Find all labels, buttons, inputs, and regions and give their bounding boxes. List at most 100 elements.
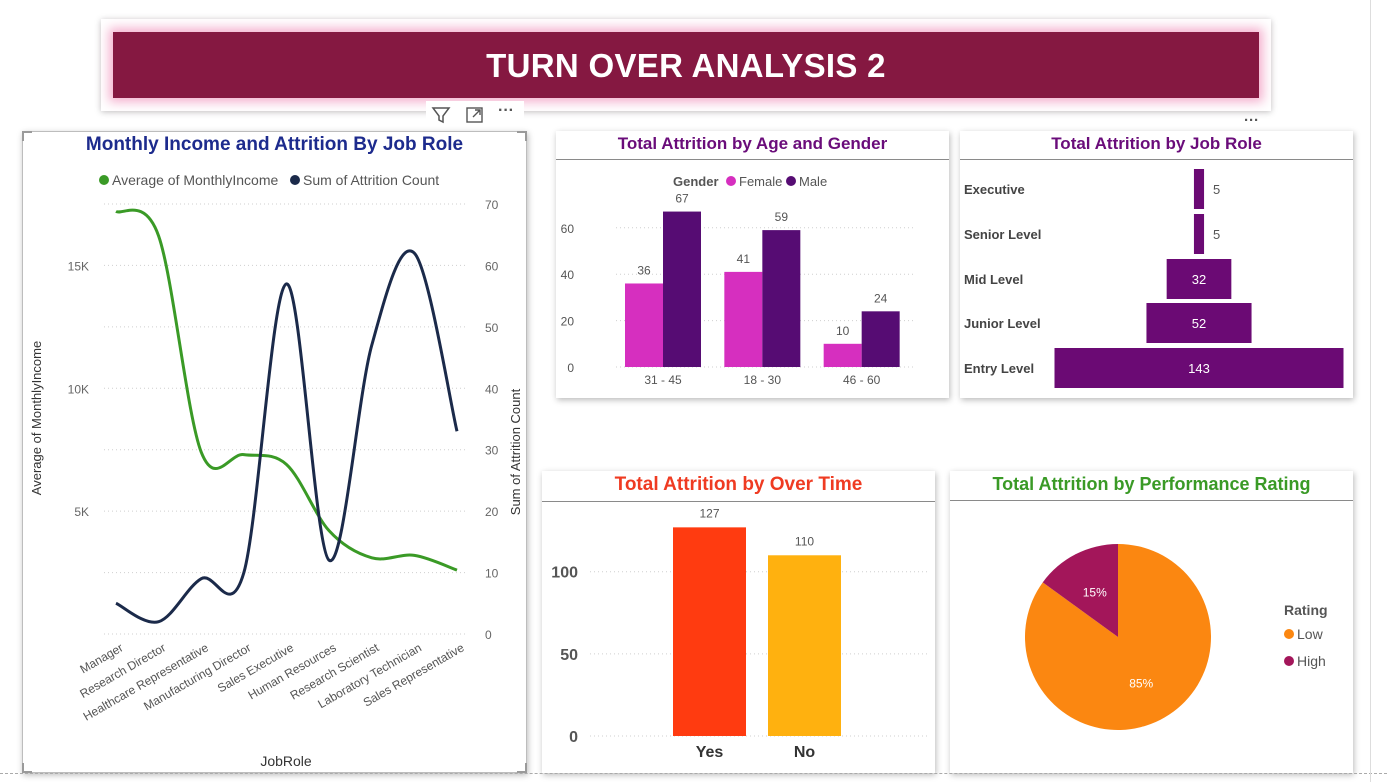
chart-title: Monthly Income and Attrition By Job Role bbox=[85, 134, 464, 155]
y-tick-label: 0 bbox=[569, 729, 578, 746]
data-label: 127 bbox=[699, 506, 719, 520]
legend-title: Rating bbox=[1284, 602, 1328, 618]
x-tick-label: 46 - 60 bbox=[843, 373, 881, 387]
x-tick-label: No bbox=[794, 744, 816, 761]
page-title: TURN OVER ANALYSIS 2 bbox=[486, 47, 886, 84]
bar-male bbox=[861, 311, 900, 367]
legend-label-attrition: Sum of Attrition Count bbox=[303, 172, 439, 188]
series-line-attrition bbox=[115, 249, 459, 624]
category-label: Senior Level bbox=[964, 227, 1041, 242]
data-label: 15% bbox=[1083, 585, 1107, 599]
data-label: 24 bbox=[874, 291, 888, 305]
y2-tick-label: 40 bbox=[485, 382, 499, 396]
category-label: Mid Level bbox=[964, 272, 1023, 287]
bar-no bbox=[768, 555, 841, 736]
data-label: 5 bbox=[1213, 227, 1220, 242]
data-label: 59 bbox=[775, 210, 789, 224]
funnel-bar bbox=[1193, 214, 1205, 254]
funnel-bar bbox=[1166, 259, 1232, 299]
more-options-icon[interactable]: ··· bbox=[498, 102, 514, 119]
legend-marker-female bbox=[726, 176, 736, 186]
job-role-funnel-chart: Executive 5 Senior Level 5 Mid Level 32 Junior… bbox=[964, 169, 1344, 388]
title-divider bbox=[950, 500, 1353, 501]
y2-tick-label: 70 bbox=[485, 198, 499, 212]
y2-tick-label: 20 bbox=[485, 505, 499, 519]
x-tick-label: 31 - 45 bbox=[644, 373, 682, 387]
performance-pie-chart: 85% 15% Rating Low High bbox=[1025, 544, 1328, 730]
filter-icon[interactable] bbox=[430, 105, 452, 125]
more-options-icon[interactable]: ··· bbox=[1244, 112, 1259, 129]
y2-tick-label: 60 bbox=[485, 259, 499, 273]
legend-label-low: Low bbox=[1297, 626, 1324, 642]
y-tick-label: 0 bbox=[567, 361, 574, 375]
x-tick-label: Yes bbox=[696, 744, 724, 761]
y2-tick-label: 0 bbox=[485, 628, 492, 642]
legend-label-high: High bbox=[1297, 653, 1326, 669]
y-tick-label: 15K bbox=[68, 259, 89, 273]
legend-marker-male bbox=[786, 176, 796, 186]
funnel-bar bbox=[1146, 303, 1252, 343]
y2-tick-label: 50 bbox=[485, 321, 499, 335]
chart-title: Total Attrition by Age and Gender bbox=[617, 134, 888, 153]
data-label: 32 bbox=[1192, 272, 1206, 287]
overtime-card[interactable]: Total Attrition by Over Time 0 50 100 127 Ye… bbox=[542, 471, 935, 773]
bar-yes bbox=[673, 527, 746, 736]
y-tick-label: 5K bbox=[74, 505, 89, 519]
job-role-card[interactable]: Total Attrition by Job Role Executive 5 Se… bbox=[960, 131, 1353, 398]
legend-label-male: Male bbox=[799, 174, 827, 189]
chart-title: Total Attrition by Performance Rating bbox=[992, 474, 1311, 494]
data-label: 52 bbox=[1192, 316, 1206, 331]
title-divider bbox=[960, 159, 1353, 160]
bar-female bbox=[823, 343, 862, 367]
legend-label-female: Female bbox=[739, 174, 782, 189]
bar-female bbox=[625, 283, 663, 367]
legend-title: Gender bbox=[673, 174, 719, 189]
bar-female bbox=[724, 271, 763, 367]
category-label: Executive bbox=[964, 182, 1025, 197]
data-label: 41 bbox=[737, 252, 751, 266]
income-attrition-card[interactable]: Monthly Income and Attrition By Job Role… bbox=[22, 131, 527, 773]
title-divider bbox=[556, 159, 949, 160]
age-gender-card[interactable]: Total Attrition by Age and Gender Gender… bbox=[556, 131, 949, 398]
y-tick-label: 10K bbox=[68, 382, 89, 396]
funnel-bar bbox=[1054, 348, 1344, 388]
category-label: Junior Level bbox=[964, 316, 1041, 331]
bar-male bbox=[762, 230, 801, 367]
category-label: Entry Level bbox=[964, 361, 1034, 376]
legend-marker-low bbox=[1284, 629, 1294, 639]
chart-title: Total Attrition by Job Role bbox=[1051, 134, 1262, 153]
pie-slice-high bbox=[1042, 544, 1118, 637]
y-tick-label: 40 bbox=[561, 268, 575, 282]
y2-tick-label: 30 bbox=[485, 444, 499, 458]
chart-title: Total Attrition by Over Time bbox=[614, 474, 863, 495]
data-label: 143 bbox=[1188, 361, 1210, 376]
y-tick-label: 100 bbox=[551, 565, 578, 582]
canvas-bottom-edge bbox=[0, 773, 1387, 774]
series-line-income bbox=[115, 208, 458, 572]
performance-card[interactable]: Total Attrition by Performance Rating 85… bbox=[950, 471, 1353, 773]
data-label: 67 bbox=[675, 192, 689, 206]
y-tick-label: 50 bbox=[560, 647, 578, 664]
title-divider bbox=[542, 501, 935, 502]
legend-marker-high bbox=[1284, 656, 1294, 666]
data-label: 110 bbox=[795, 534, 814, 548]
legend-marker-attrition bbox=[290, 175, 300, 185]
data-label: 85% bbox=[1129, 677, 1153, 691]
title-banner bbox=[113, 32, 1259, 98]
data-label: 36 bbox=[637, 263, 651, 277]
overtime-chart: 0 50 100 127 Yes 110 No bbox=[551, 506, 927, 761]
focus-mode-icon[interactable] bbox=[464, 105, 486, 125]
data-label: 10 bbox=[836, 324, 850, 338]
legend-label-income: Average of MonthlyIncome bbox=[112, 172, 278, 188]
visual-header-toolbar: ··· bbox=[426, 101, 524, 129]
data-label: 5 bbox=[1213, 182, 1220, 197]
x-tick-label: 18 - 30 bbox=[744, 373, 782, 387]
bar-male bbox=[663, 211, 701, 367]
income-attrition-chart: Average of MonthlyIncome Sum of Attrition… bbox=[29, 172, 523, 769]
canvas-right-edge bbox=[1370, 0, 1371, 782]
age-gender-chart: Gender Female Male 0 20 40 60 36 67 31 - 45 41 59 18… bbox=[561, 174, 914, 387]
legend-marker-income bbox=[99, 175, 109, 185]
y2-axis-title: Sum of Attrition Count bbox=[508, 388, 523, 515]
funnel-bar bbox=[1193, 169, 1205, 209]
y-axis-title: Average of MonthlyIncome bbox=[29, 341, 44, 495]
